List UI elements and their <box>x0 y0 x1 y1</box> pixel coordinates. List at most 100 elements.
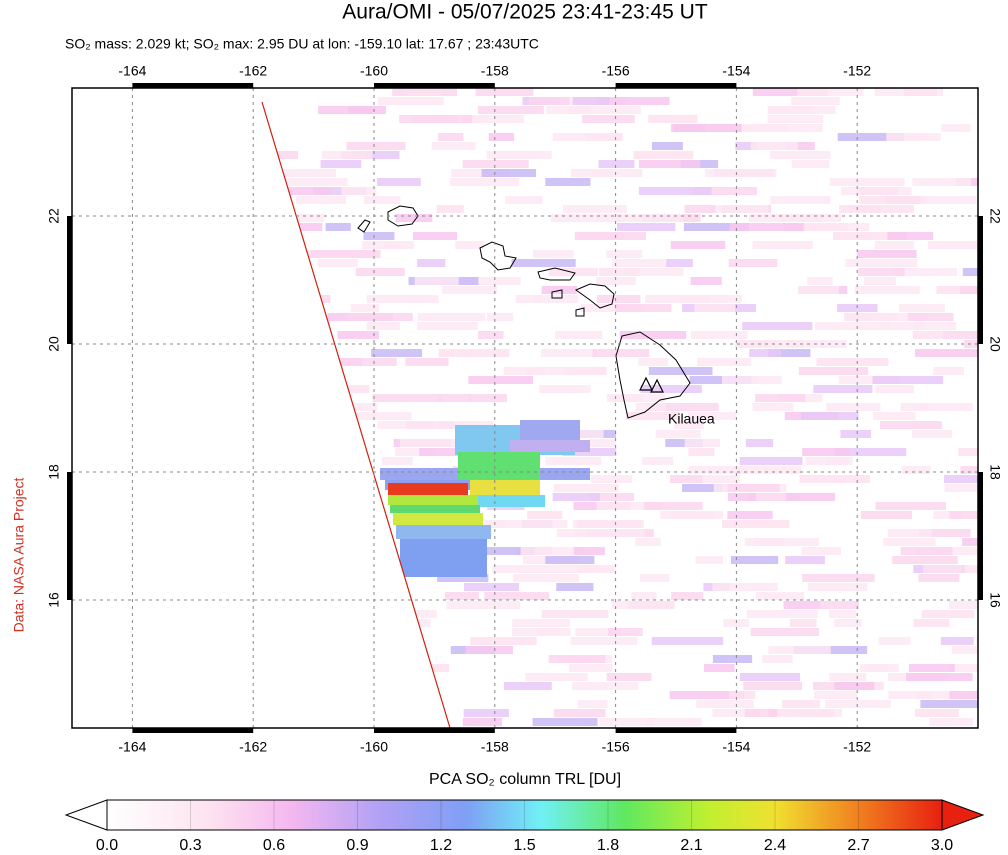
x-tick-label: -160 <box>360 63 388 79</box>
swath-pixel <box>920 196 977 204</box>
swath-pixel <box>863 277 896 285</box>
swath-pixel <box>577 565 612 573</box>
swath-pixel <box>683 223 750 231</box>
swath-pixel <box>351 718 394 726</box>
swath-pixel <box>525 673 588 681</box>
swath-pixel <box>329 655 374 663</box>
swath-pixel <box>341 151 373 159</box>
swath-pixel <box>976 637 978 645</box>
swath-pixel <box>449 178 520 186</box>
swath-pixel <box>883 538 936 546</box>
swath-pixel <box>378 619 431 627</box>
swath-pixel <box>688 448 715 456</box>
swath-pixel <box>606 250 643 258</box>
swath-pixel <box>419 448 477 456</box>
swath-pixel <box>679 295 742 303</box>
swath-pixel <box>369 646 422 654</box>
swath-pixel <box>619 331 687 339</box>
swath-pixel <box>665 439 703 447</box>
so2-plume <box>380 420 590 577</box>
swath-pixel <box>887 529 932 537</box>
swath-pixel <box>273 178 348 186</box>
swath-pixel <box>712 655 753 663</box>
swath-pixel <box>503 682 552 690</box>
swath-pixel <box>777 709 843 717</box>
swath-pixel <box>414 277 459 285</box>
swath-pixel <box>395 214 433 222</box>
swath-pixel <box>807 583 868 591</box>
swath-pixel <box>768 646 831 654</box>
swath-pixel <box>405 358 449 366</box>
swath-pixel <box>797 286 839 294</box>
swath-pixel <box>762 655 793 663</box>
volcano-label: Kilauea <box>668 411 715 427</box>
swath-pixel <box>372 394 442 402</box>
swath-pixel <box>834 448 907 456</box>
swath-pixel <box>854 286 920 294</box>
swath-pixel <box>859 664 888 672</box>
credit: Data: NASA Aura Project <box>11 477 27 632</box>
swath-pixel <box>527 511 563 519</box>
swath-pixel <box>534 295 579 303</box>
swath-pixel <box>313 187 367 195</box>
swath-pixel <box>901 466 931 474</box>
swath-pixel <box>413 232 458 240</box>
swath-pixel <box>695 556 723 564</box>
swath-pixel <box>861 511 912 519</box>
swath-pixel <box>690 331 748 339</box>
swath-pixel <box>541 286 577 294</box>
swath-pixel <box>757 124 823 132</box>
swath-pixel <box>455 241 485 249</box>
swath-pixel <box>492 565 552 573</box>
swath-pixel <box>503 367 545 375</box>
swath-pixel <box>844 313 898 321</box>
swath-pixel <box>684 205 716 213</box>
swath-pixel <box>783 601 822 609</box>
swath-pixel <box>958 448 978 456</box>
swath-pixel <box>545 556 595 564</box>
swath-pixel <box>949 691 978 699</box>
x-tick-label: -160 <box>360 739 388 755</box>
swath-pixel <box>745 439 774 447</box>
swath-pixel <box>279 385 329 393</box>
swath-pixel <box>833 232 908 240</box>
swath-pixel <box>697 358 752 366</box>
swath-pixel <box>834 682 875 690</box>
frame-bar <box>374 728 495 733</box>
swath-pixel <box>468 376 534 384</box>
swath-pixel <box>577 700 608 708</box>
swath-pixel <box>923 565 963 573</box>
x-tick-label: -154 <box>722 63 750 79</box>
swath-pixel <box>606 673 652 681</box>
swath-pixel <box>265 322 328 330</box>
swath-pixel <box>813 385 873 393</box>
swath-pixel <box>834 619 862 627</box>
swath-pixel <box>711 205 769 213</box>
swath-pixel <box>462 547 535 555</box>
swath-pixel <box>669 691 745 699</box>
swath-pixel <box>856 250 917 258</box>
swath-pixel <box>610 394 665 402</box>
swath-pixel <box>260 628 315 636</box>
swath-pixel <box>462 160 529 168</box>
frame-bar <box>978 216 983 344</box>
swath-pixel <box>463 583 519 591</box>
colorbar-tick-label: 0.9 <box>346 837 368 854</box>
swath-pixel <box>350 304 380 312</box>
swath-pixel <box>546 106 591 114</box>
swath-pixel <box>533 250 574 258</box>
swath-pixel <box>944 484 978 492</box>
swath-pixel <box>555 331 603 339</box>
frame-bar <box>132 728 254 733</box>
swath-pixel <box>568 664 613 672</box>
swath-pixel <box>906 673 973 681</box>
swath-pixel <box>341 187 377 195</box>
swath-pixel <box>484 592 550 600</box>
colorbar-tick-label: 1.5 <box>513 837 535 854</box>
swath-pixel <box>520 547 585 555</box>
swath-pixel <box>571 430 604 438</box>
swath-pixel <box>306 403 378 411</box>
swath-pixel <box>590 475 633 483</box>
swath-pixel <box>875 502 947 510</box>
swath-pixel <box>592 169 643 177</box>
